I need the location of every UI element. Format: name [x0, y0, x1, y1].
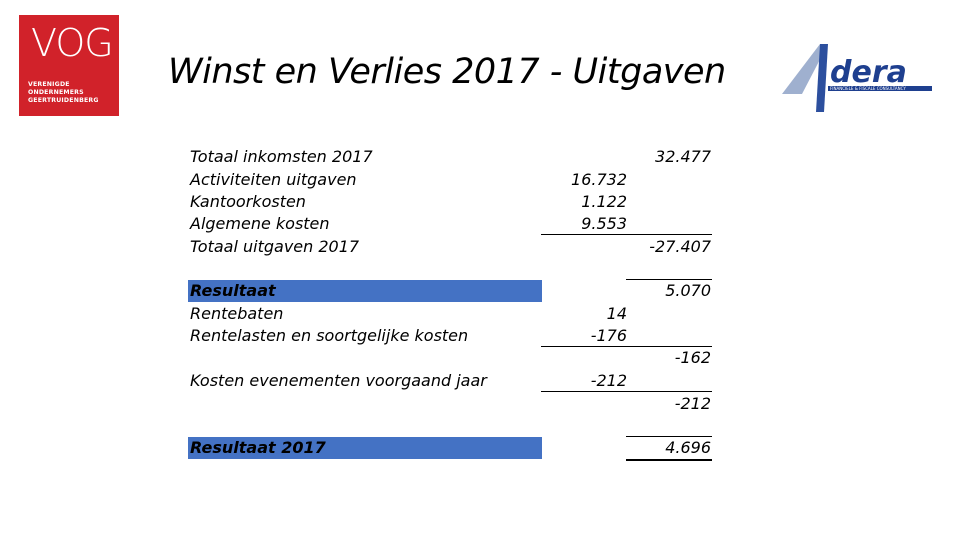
value-resultaat: 5.070: [665, 281, 711, 300]
value-algemene-kosten: 9.553: [581, 214, 627, 233]
rule-line: [626, 279, 712, 280]
row-label-totaal-uitgaven: Totaal uitgaven 2017: [190, 237, 360, 256]
row-label-rentebaten: Rentebaten: [190, 304, 284, 323]
value-kosten-evenementen: -212: [590, 371, 627, 390]
value-resultaat-2017: 4.696: [665, 438, 711, 457]
row-label-resultaat-2017: Resultaat 2017: [190, 438, 326, 457]
row-label-totaal-inkomsten: Totaal inkomsten 2017: [190, 147, 373, 166]
vog-logo-mark: VOG: [31, 21, 114, 65]
value-evenementen-subtotal: -212: [674, 394, 711, 413]
row-label-rentelasten: Rentelasten en soortgelijke kosten: [190, 326, 469, 345]
total-underline: [626, 459, 712, 461]
vog-logo-text: VERENIGDE ONDERNEMERS GEERTRUIDENBERG: [28, 81, 99, 104]
value-rente-subtotal: -162: [674, 348, 711, 367]
rule-line: [626, 436, 712, 437]
value-rentebaten: 14: [606, 304, 627, 323]
vog-logo: VOG VERENIGDE ONDERNEMERS GEERTRUIDENBER…: [19, 15, 119, 116]
svg-text:FINANCIELE & FISCALE CONSULTAN: FINANCIELE & FISCALE CONSULTANCY: [830, 86, 906, 91]
row-label-kosten-evenementen: Kosten evenementen voorgaand jaar: [190, 371, 487, 390]
value-totaal-inkomsten: 32.477: [655, 147, 711, 166]
page-title: Winst en Verlies 2017 - Uitgaven: [168, 52, 726, 92]
value-totaal-uitgaven: -27.407: [649, 237, 711, 256]
adera-logo: dera FINANCIELE & FISCALE CONSULTANCY: [780, 42, 935, 112]
adera-logo-graphic: dera FINANCIELE & FISCALE CONSULTANCY: [782, 44, 932, 112]
row-label-resultaat: Resultaat: [190, 281, 276, 300]
value-activiteiten: 16.732: [571, 170, 627, 189]
value-kantoorkosten: 1.122: [581, 192, 627, 211]
resultaat-2017-highlight: [188, 437, 542, 459]
rule-line: [541, 346, 712, 347]
row-label-algemene-kosten: Algemene kosten: [190, 214, 330, 233]
resultaat-highlight: [188, 280, 542, 302]
row-label-kantoorkosten: Kantoorkosten: [190, 192, 306, 211]
row-label-activiteiten: Activiteiten uitgaven: [190, 170, 357, 189]
svg-text:dera: dera: [830, 55, 907, 90]
value-rentelasten: -176: [590, 326, 627, 345]
rule-line: [541, 234, 712, 235]
rule-line: [541, 391, 712, 392]
